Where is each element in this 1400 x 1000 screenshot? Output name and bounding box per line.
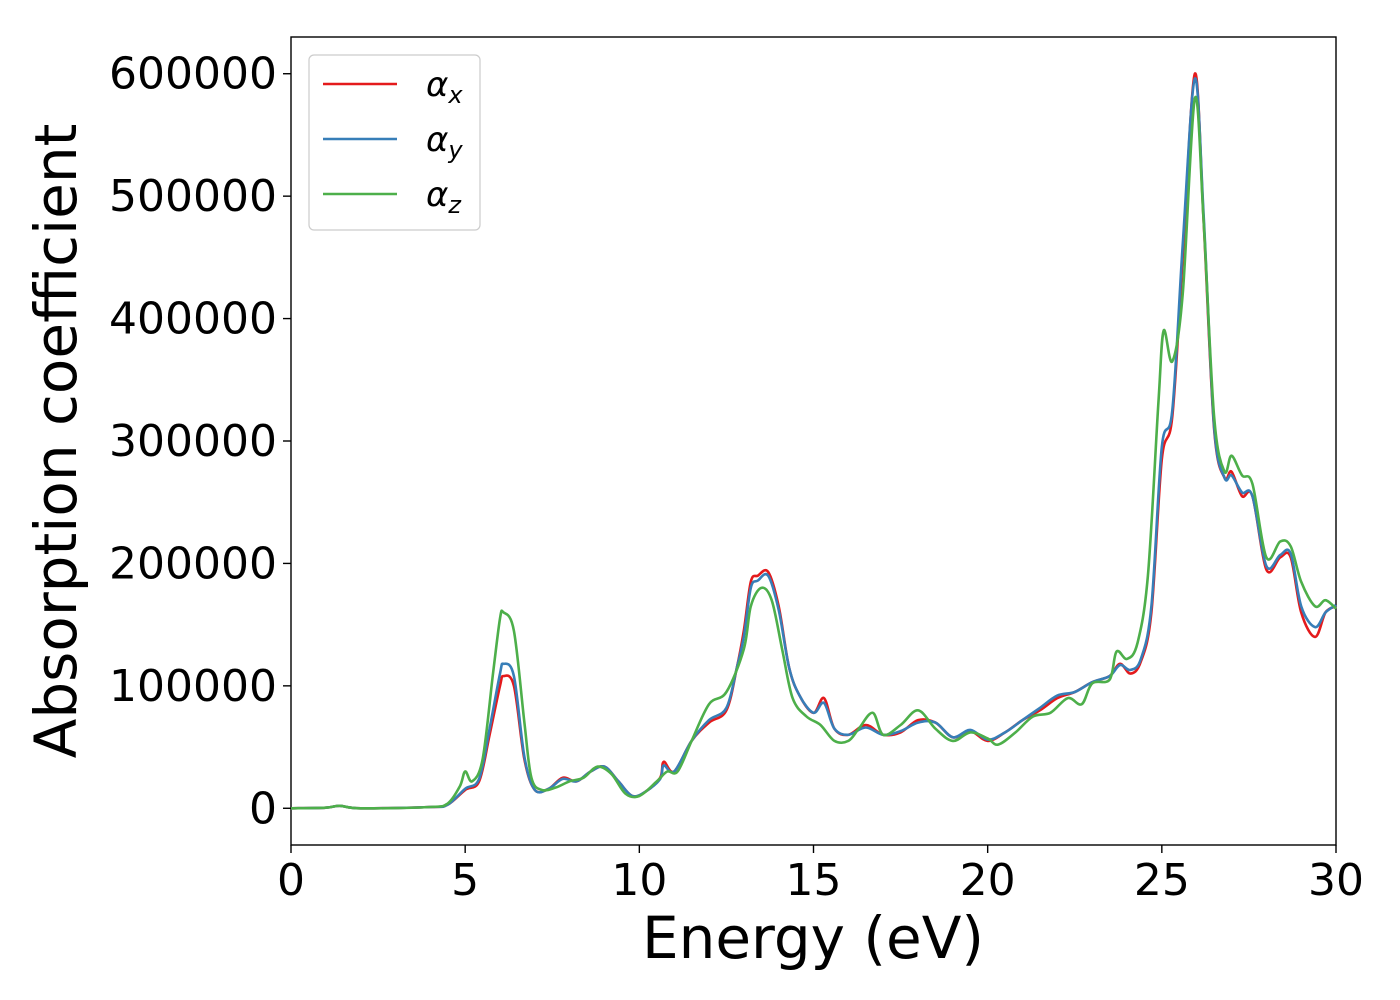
- y-tick-label: 200000: [109, 538, 277, 589]
- series-layer: [290, 72, 1337, 810]
- legend-label-z: αz: [426, 175, 462, 219]
- y-tick-label: 500000: [109, 171, 277, 222]
- y-axis-label: Absorption coefficient: [22, 124, 90, 759]
- legend-label-x: αx: [426, 65, 463, 109]
- legend-box: [308, 54, 481, 231]
- x-axis-ticks: 0 5 10 15 20 25 30: [277, 845, 1364, 906]
- x-tick-label: 5: [451, 855, 479, 906]
- x-axis-label: Energy (eV): [642, 904, 984, 972]
- x-tick-label: 30: [1308, 855, 1364, 906]
- x-tick-label: 0: [277, 855, 305, 906]
- y-tick-label: 300000: [109, 416, 277, 467]
- y-tick-label: 600000: [109, 49, 277, 100]
- y-axis-ticks: 0 100000 200000 300000 400000 500000 600000: [109, 49, 291, 834]
- y-tick-label: 0: [249, 783, 277, 834]
- x-tick-label: 25: [1134, 855, 1190, 906]
- legend: αx αy αz: [308, 54, 481, 231]
- legend-label-y: αy: [426, 120, 463, 164]
- x-tick-label: 20: [960, 855, 1016, 906]
- x-tick-label: 10: [611, 855, 667, 906]
- x-tick-label: 15: [786, 855, 842, 906]
- y-tick-label: 400000: [109, 294, 277, 345]
- y-tick-label: 100000: [109, 661, 277, 712]
- series-line-z: [290, 95, 1337, 810]
